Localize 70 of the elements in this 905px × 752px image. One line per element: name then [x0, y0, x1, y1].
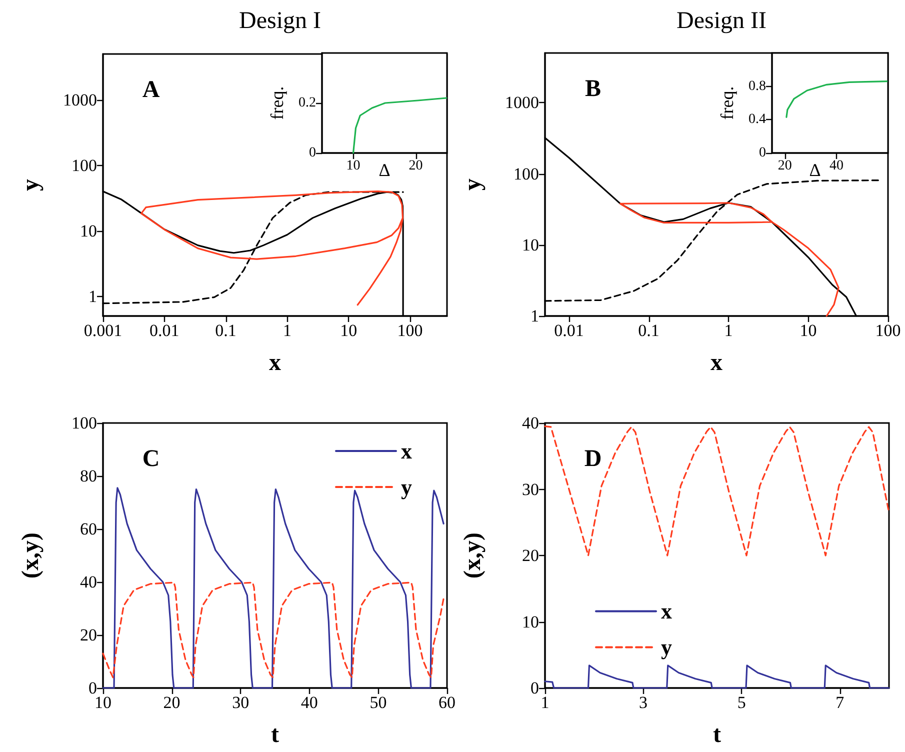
- x-tick-label: 10: [346, 158, 360, 174]
- x-tick-label: 1: [282, 321, 292, 340]
- x-axis-title: x: [710, 350, 722, 376]
- x-axis-title: t: [713, 722, 721, 748]
- annotation: B: [584, 76, 602, 102]
- x-tick-label: 0.001: [84, 321, 122, 340]
- chart-title: Design II: [676, 8, 766, 34]
- line-series: [786, 80, 888, 118]
- y-tick-label: 20: [522, 546, 539, 565]
- x-tick-label: 100: [875, 321, 901, 340]
- annotation: D: [584, 446, 602, 472]
- annotation: A: [142, 77, 160, 103]
- x-tick-label: 20: [163, 693, 180, 712]
- y-tick-label: 0: [88, 678, 97, 698]
- y-axis-title: y: [460, 178, 486, 190]
- x-tick-label: 0.01: [554, 321, 584, 340]
- y-tick-label: 0: [530, 678, 539, 698]
- line-series: [102, 582, 444, 678]
- x-tick-label: 50: [370, 693, 387, 712]
- y-tick-label: 10: [522, 612, 539, 632]
- y-tick-label: 10: [80, 221, 97, 240]
- y-tick-label: 60: [80, 520, 97, 538]
- x-tick-label: 3: [639, 693, 648, 712]
- legend-label: x: [401, 438, 412, 464]
- x-axis-title: t: [271, 722, 279, 748]
- x-tick-label: 30: [232, 693, 250, 712]
- x-tick-label: 60: [438, 693, 456, 712]
- x-tick-label: 0.1: [215, 321, 236, 340]
- legend-label: y: [401, 474, 412, 500]
- x-axis-title: Δ: [378, 160, 390, 180]
- y-axis-title: y: [18, 179, 44, 191]
- legend-label: y: [661, 634, 672, 660]
- y-tick-label: 40: [522, 414, 539, 432]
- chart-title: Design I: [239, 8, 321, 34]
- y-tick-label: 1000: [63, 90, 97, 110]
- y-tick-label: 10: [522, 235, 539, 254]
- x-axis-title: Δ: [809, 160, 821, 180]
- x-tick-label: 20: [408, 158, 423, 174]
- x-tick-label: 40: [829, 158, 844, 174]
- line-series: [352, 97, 448, 154]
- x-tick-label: 0.1: [638, 321, 660, 340]
- x-tick-label: 10: [340, 321, 358, 340]
- x-tick-label: 100: [397, 321, 423, 340]
- legend-label: x: [661, 598, 672, 624]
- y-tick-label: 40: [80, 572, 97, 592]
- y-axis-title: freq.: [717, 86, 737, 120]
- y-tick-label: 0.8: [748, 78, 766, 94]
- y-tick-label: 1: [88, 286, 97, 306]
- y-tick-label: 1: [530, 306, 539, 326]
- y-tick-label: 0.4: [748, 112, 766, 128]
- x-tick-label: 20: [778, 158, 792, 174]
- x-tick-label: 5: [737, 693, 746, 712]
- y-tick-label: 0: [759, 146, 766, 160]
- x-tick-label: 7: [836, 693, 845, 712]
- x-tick-label: 10: [800, 321, 817, 340]
- y-tick-label: 1000: [505, 93, 539, 112]
- x-tick-label: 0.01: [150, 321, 180, 340]
- line-series: [544, 426, 890, 556]
- y-axis-title: freq.: [267, 86, 287, 120]
- y-tick-label: 100: [72, 414, 97, 432]
- y-tick-label: 20: [80, 626, 97, 644]
- y-axis-title: (x,y): [460, 532, 486, 578]
- x-tick-label: 1: [724, 321, 733, 340]
- y-axis-title: (x,y): [18, 532, 44, 578]
- y-tick-label: 0: [309, 146, 316, 160]
- y-tick-label: 30: [522, 480, 539, 499]
- x-axis-title: x: [269, 350, 281, 376]
- annotation: C: [142, 446, 160, 472]
- y-tick-label: 80: [80, 466, 97, 486]
- y-tick-label: 0.2: [298, 96, 316, 110]
